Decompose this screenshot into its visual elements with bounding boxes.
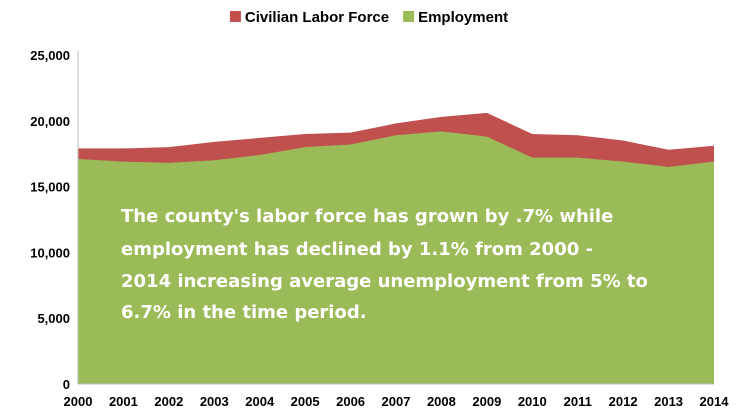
x-tick-label: 2002: [154, 394, 183, 409]
x-tick-label: 2000: [64, 394, 93, 409]
y-tick-label: 15,000: [30, 180, 70, 195]
legend-swatch-employment: [403, 11, 415, 22]
x-tick-label: 2001: [109, 394, 138, 409]
x-tick-label: 2007: [382, 394, 411, 409]
x-tick-label: 2012: [609, 394, 638, 409]
y-tick-label: 25,000: [30, 48, 70, 63]
x-tick-label: 2013: [654, 394, 683, 409]
x-tick-label: 2011: [564, 394, 592, 409]
plot-area: [78, 112, 714, 385]
employment-area: [78, 131, 714, 384]
annotation-line: 6.7% in the time period.: [121, 302, 367, 323]
annotation-line: 2014 increasing average unemployment fro…: [121, 271, 648, 292]
y-tick-label: 5,000: [37, 311, 70, 326]
legend-swatch-civilian-labor-force: [229, 11, 241, 22]
x-tick-label: 2014: [700, 394, 730, 409]
y-tick-label: 20,000: [30, 114, 70, 129]
x-tick-label: 2008: [427, 394, 456, 409]
legend-label-employment: Employment: [418, 9, 508, 26]
axes: 0 5,000 10,000 15,000 20,000 25,000 2000 2001 20…: [30, 48, 729, 409]
annotation-line: The county's labor force has grown by .7…: [121, 206, 613, 227]
x-tick-label: 2003: [200, 394, 229, 409]
legend-label-civilian-labor-force: Civilian Labor Force: [245, 9, 389, 26]
x-tick-label: 2009: [472, 394, 501, 409]
annotation: The county's labor force has grown by .7…: [121, 206, 648, 323]
x-tick-label: 2010: [518, 394, 547, 409]
x-tick-label: 2004: [245, 394, 275, 409]
x-tick-label: 2006: [336, 394, 365, 409]
x-tick-label: 2005: [291, 394, 320, 409]
y-tick-label: 10,000: [30, 245, 70, 260]
annotation-line: employment has declined by 1.1% from 200…: [121, 239, 593, 260]
y-tick-label: 0: [63, 377, 70, 392]
legend: Civilian Labor Force Employment: [229, 9, 508, 26]
